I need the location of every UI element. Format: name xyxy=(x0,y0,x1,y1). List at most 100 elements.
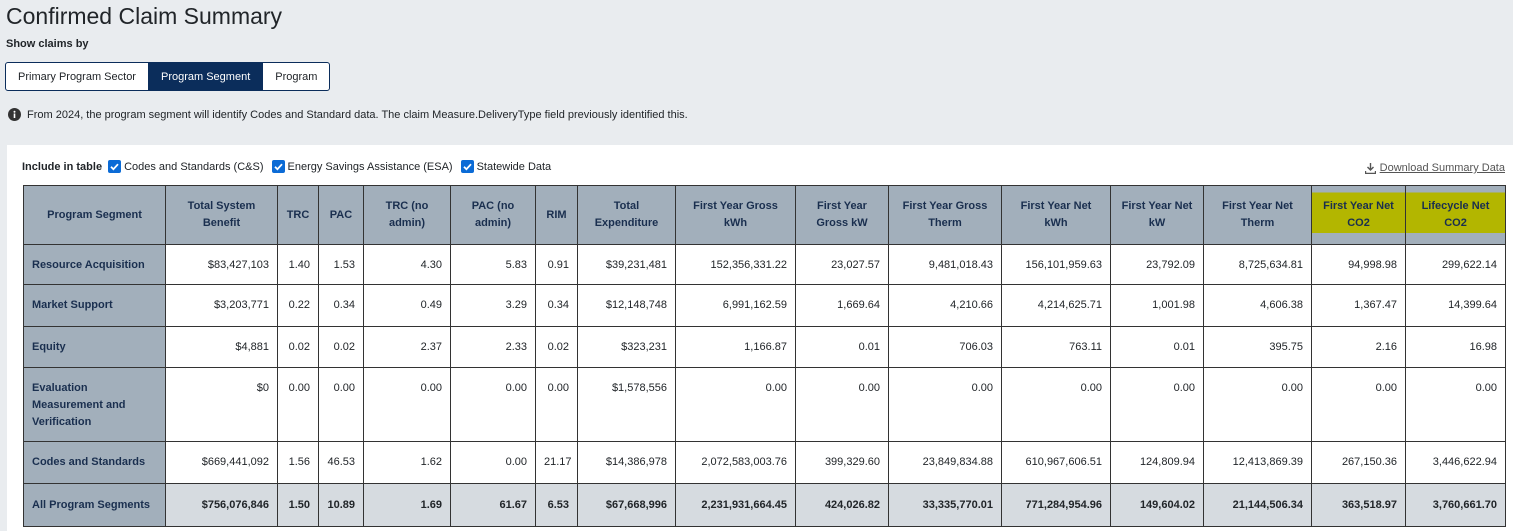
filter-option[interactable]: Codes and Standards (C&S) xyxy=(108,160,264,173)
row-label: Equity xyxy=(23,326,166,368)
cell: 0.00 xyxy=(277,367,319,442)
checkbox[interactable] xyxy=(271,160,285,173)
cell: 610,967,606.51 xyxy=(1001,441,1111,484)
cell: $83,427,103 xyxy=(165,244,278,285)
cell: 299,622.14 xyxy=(1405,244,1506,285)
table-row: All Program Segments $756,076,846 1.50 10.8… xyxy=(23,483,1506,527)
filter-option[interactable]: Statewide Data xyxy=(460,160,551,173)
cell: 23,027.57 xyxy=(795,244,889,285)
column-header: PAC (no admin) xyxy=(450,185,536,245)
cell: 3,760,661.70 xyxy=(1405,483,1506,527)
column-header: TRC (no admin) xyxy=(363,185,451,245)
checkbox[interactable] xyxy=(460,160,474,173)
cell: 8,725,634.81 xyxy=(1203,244,1312,285)
cell: $3,203,771 xyxy=(165,284,278,327)
column-header: First Year Net kWh xyxy=(1001,185,1111,245)
cell: 4,214,625.71 xyxy=(1001,284,1111,327)
filters-label: Include in table xyxy=(22,160,103,173)
cell: 33,335,770.01 xyxy=(888,483,1002,527)
cell: 0.91 xyxy=(535,244,578,285)
table-row: Equity $4,881 0.02 0.02 2.37 2.33 0.02 $323,231… xyxy=(23,326,1506,368)
cell: 395.75 xyxy=(1203,326,1312,368)
page-title: Confirmed Claim Summary xyxy=(6,3,283,29)
cell: 1.56 xyxy=(277,441,319,484)
cell: 3,446,622.94 xyxy=(1405,441,1506,484)
cell: 0.01 xyxy=(795,326,889,368)
cell: 0.00 xyxy=(1203,367,1312,442)
cell: 4.30 xyxy=(363,244,451,285)
column-header: First Year Gross kW xyxy=(795,185,889,245)
cell: 6.53 xyxy=(535,483,578,527)
cell: 0.00 xyxy=(1110,367,1204,442)
cell: $0 xyxy=(165,367,278,442)
cell: 706.03 xyxy=(888,326,1002,368)
cell: 0.00 xyxy=(888,367,1002,442)
cell: 0.00 xyxy=(450,441,536,484)
cell: 2,072,583,003.76 xyxy=(675,441,796,484)
cell: 1,166.87 xyxy=(675,326,796,368)
row-label: Market Support xyxy=(23,284,166,327)
cell: 94,998.98 xyxy=(1311,244,1406,285)
cell: 0.00 xyxy=(535,367,578,442)
column-header: Total Expenditure xyxy=(577,185,676,245)
table-row: Market Support $3,203,771 0.22 0.34 0.49 3.29… xyxy=(23,284,1506,327)
cell: $756,076,846 xyxy=(165,483,278,527)
info-text: From 2024, the program segment will iden… xyxy=(27,108,688,121)
cell: $1,578,556 xyxy=(577,367,676,442)
column-header: First Year Net Therm xyxy=(1203,185,1312,245)
segment-button[interactable]: Program Segment xyxy=(147,62,264,91)
download-text[interactable]: Download Summary Data xyxy=(1379,162,1505,174)
cell: 1,001.98 xyxy=(1110,284,1204,327)
checkbox[interactable] xyxy=(108,160,122,173)
filter-text: Codes and Standards (C&S) xyxy=(124,160,264,173)
cell: 2.16 xyxy=(1311,326,1406,368)
cell: 0.49 xyxy=(363,284,451,327)
column-header: Program Segment xyxy=(23,185,166,245)
column-header: Lifecycle Net CO2 xyxy=(1405,185,1506,245)
column-header: First Year Net CO2 xyxy=(1311,185,1406,245)
cell: 0.02 xyxy=(318,326,364,368)
filter-option[interactable]: Energy Savings Assistance (ESA) xyxy=(271,160,453,173)
cell: 763.11 xyxy=(1001,326,1111,368)
segment-button[interactable]: Program xyxy=(262,62,331,91)
cell: 6,991,162.59 xyxy=(675,284,796,327)
cell: 2.33 xyxy=(450,326,536,368)
cell: $323,231 xyxy=(577,326,676,368)
cell: 3.29 xyxy=(450,284,536,327)
cell: 0.34 xyxy=(535,284,578,327)
cell: 23,792.09 xyxy=(1110,244,1204,285)
cell: 21.17 xyxy=(535,441,578,484)
segment-button[interactable]: Primary Program Sector xyxy=(5,62,149,91)
cell: 23,849,834.88 xyxy=(888,441,1002,484)
cell: 0.34 xyxy=(318,284,364,327)
cell: $669,441,092 xyxy=(165,441,278,484)
cell: 0.00 xyxy=(450,367,536,442)
cell: 363,518.97 xyxy=(1311,483,1406,527)
column-header: Total System Benefit xyxy=(165,185,278,245)
cell: 1.69 xyxy=(363,483,451,527)
download-link[interactable]: Download Summary Data xyxy=(1364,162,1505,174)
cell: 4,210.66 xyxy=(888,284,1002,327)
cell: 5.83 xyxy=(450,244,536,285)
cell: 2,231,931,664.45 xyxy=(675,483,796,527)
filters: Include in table Codes and Standards (C&… xyxy=(22,160,559,173)
cell: 124,809.94 xyxy=(1110,441,1204,484)
panel: Include in table Codes and Standards (C&… xyxy=(7,145,1513,531)
cell: 4,606.38 xyxy=(1203,284,1312,327)
column-header: RIM xyxy=(535,185,578,245)
table-row: Resource Acquisition $83,427,103 1.40 1.53 4… xyxy=(23,244,1506,285)
cell: 21,144,506.34 xyxy=(1203,483,1312,527)
cell: 399,329.60 xyxy=(795,441,889,484)
row-label: All Program Segments xyxy=(23,483,166,527)
cell: 1,367.47 xyxy=(1311,284,1406,327)
cell: 152,356,331.22 xyxy=(675,244,796,285)
cell: 2.37 xyxy=(363,326,451,368)
column-header: TRC xyxy=(277,185,319,245)
table-row: Codes and Standards $669,441,092 1.56 46.53… xyxy=(23,441,1506,484)
cell: 424,026.82 xyxy=(795,483,889,527)
cell: 149,604.02 xyxy=(1110,483,1204,527)
header-row: Program Segment Total System Benefit TRC PA… xyxy=(23,185,1506,245)
cell: 267,150.36 xyxy=(1311,441,1406,484)
table-row: Evaluation Measurement and Verification $… xyxy=(23,367,1506,442)
